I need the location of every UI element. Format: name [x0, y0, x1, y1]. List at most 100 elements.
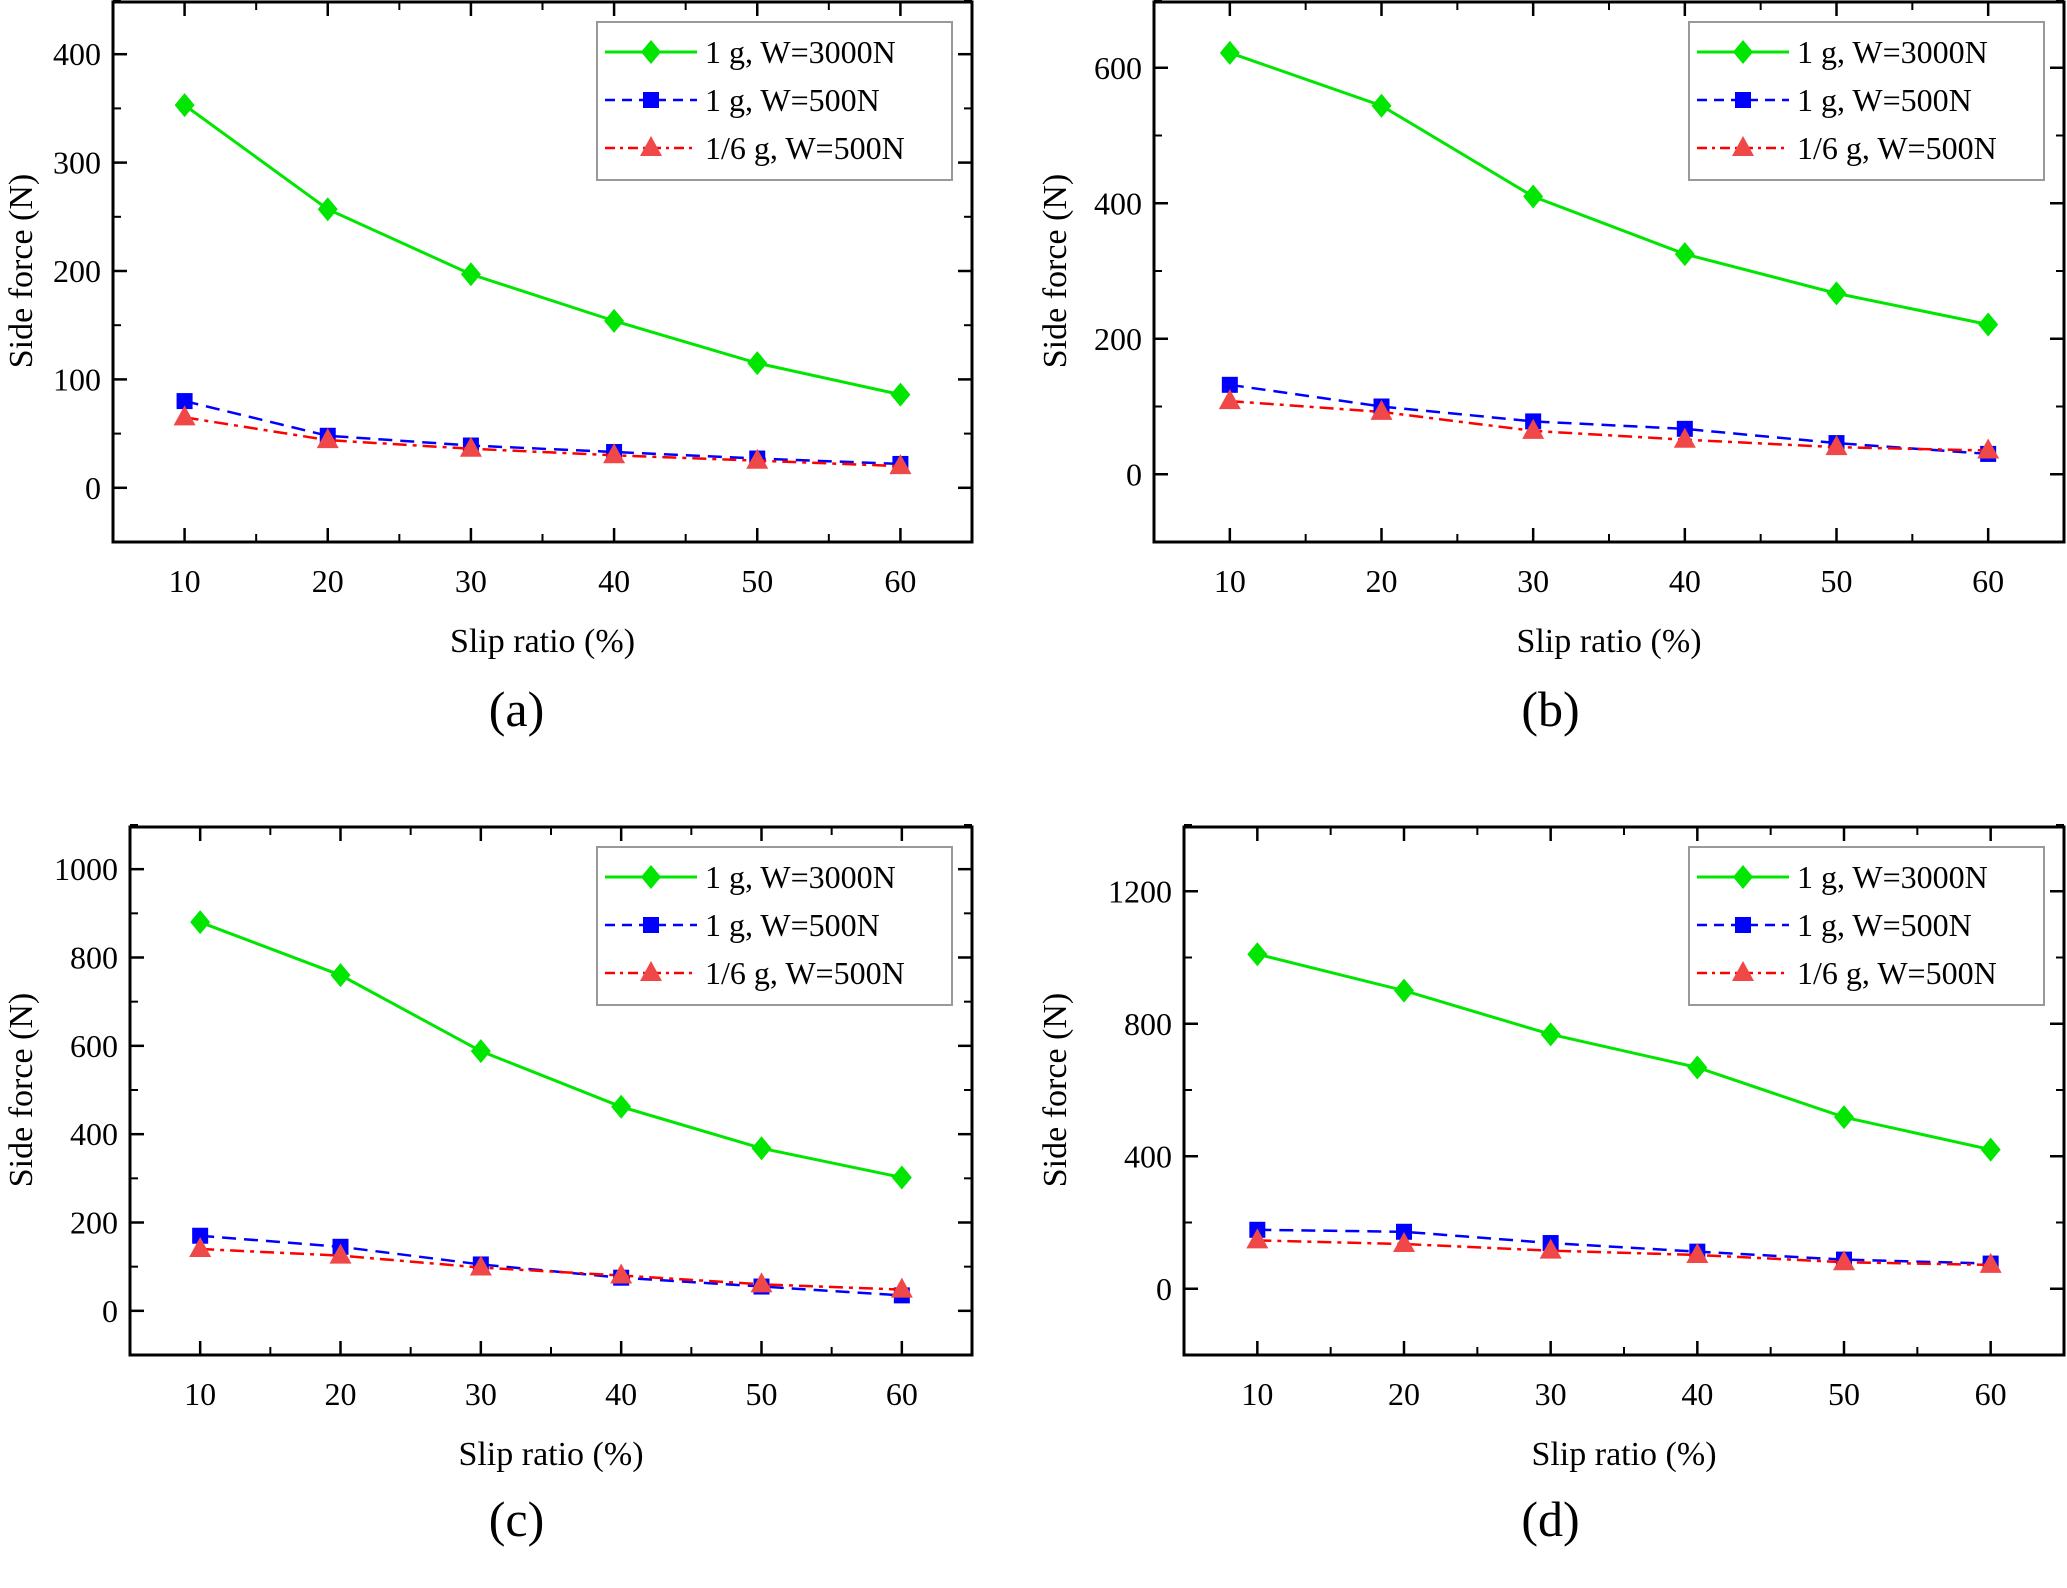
data-point-b-2: [1977, 438, 2000, 459]
data-point-b-2: [1825, 435, 1848, 456]
y-tick-label-d: 400: [1124, 1138, 1172, 1174]
legend-label-d-1: 1 g, W=500N: [1797, 907, 1972, 943]
x-tick-label-b: 40: [1669, 563, 1701, 599]
data-point-d-2: [1833, 1250, 1855, 1271]
x-tick-label-c: 40: [605, 1376, 637, 1412]
y-tick-label-a: 100: [53, 361, 101, 397]
legend-label-a-2: 1/6 g, W=500N: [705, 130, 905, 166]
data-point-b-0: [1523, 184, 1544, 209]
y-axis-label-d: Side force (N): [1037, 993, 1074, 1187]
chart-panel-a: 10 20 30 40 50 60 0 100 200 300 400 Slip ratio (%) S…: [0, 0, 1033, 778]
y-tick-label-a: 200: [53, 253, 101, 289]
x-tick-label-a: 20: [312, 563, 344, 599]
series-line-a-1: [184, 399, 901, 466]
data-point-a-2: [459, 436, 482, 457]
data-point-d-0: [1687, 1055, 1708, 1080]
data-point-a-1: [176, 393, 193, 410]
data-point-b-2: [1218, 389, 1241, 410]
data-point-b-0: [1219, 40, 1240, 65]
series-line-a-2: [184, 416, 901, 468]
y-tick-label-d: 1200: [1108, 873, 1172, 909]
x-axis-label-a: Slip ratio (%): [450, 623, 635, 660]
data-point-a-0: [890, 382, 911, 407]
y-tick-label-c: 200: [70, 1205, 118, 1241]
series-line-b-2: [1229, 399, 1989, 452]
panel-caption-b: (b): [1521, 681, 1580, 737]
data-point-c-2: [610, 1263, 633, 1284]
data-point-a-2: [316, 428, 339, 449]
legend-label-b-1: 1 g, W=500N: [1797, 82, 1972, 118]
y-tick-label-c: 1000: [54, 851, 118, 887]
data-point-a-0: [174, 93, 195, 118]
legend-label-c-1: 1 g, W=500N: [705, 907, 880, 943]
x-tick-label-a: 60: [884, 563, 916, 599]
data-point-a-0: [747, 351, 768, 376]
x-tick-label-d: 60: [1975, 1376, 2007, 1412]
x-tick-label-a: 10: [169, 563, 201, 599]
legend-marker-d-0: [1733, 865, 1753, 889]
data-point-a-2: [173, 405, 196, 426]
x-tick-label-d: 50: [1828, 1376, 1860, 1412]
data-point-d-0: [1834, 1105, 1854, 1130]
data-point-b-2: [1673, 427, 1696, 448]
data-point-c-0: [751, 1136, 772, 1161]
legend-marker-b-2: [1732, 136, 1754, 156]
data-point-d-0: [1540, 1022, 1561, 1047]
panel-caption-d: (d): [1521, 1491, 1580, 1547]
legend-marker-c-1: [643, 917, 659, 933]
legend-label-a-1: 1 g, W=500N: [705, 82, 880, 118]
legend-label-d-2: 1/6 g, W=500N: [1797, 955, 1997, 991]
series-line-c-2: [200, 1247, 902, 1291]
x-tick-label-c: 30: [465, 1376, 497, 1412]
y-axis-label-b: Side force (N): [1037, 174, 1074, 368]
data-point-d-2: [1979, 1252, 2002, 1273]
legend-label-b-2: 1/6 g, W=500N: [1797, 130, 1997, 166]
data-point-c-2: [189, 1237, 212, 1257]
x-tick-label-b: 30: [1517, 563, 1549, 599]
y-tick-label-c: 600: [70, 1028, 118, 1064]
x-tick-label-c: 10: [184, 1376, 216, 1412]
x-tick-label-b: 20: [1366, 563, 1398, 599]
x-tick-label-b: 50: [1821, 563, 1853, 599]
legend-label-c-0: 1 g, W=3000N: [705, 859, 896, 895]
legend-marker-a-2: [640, 136, 662, 156]
data-point-a-2: [889, 454, 912, 475]
y-tick-label-b: 0: [1126, 456, 1142, 492]
data-point-b-0: [1978, 312, 1999, 337]
data-point-d-2: [1539, 1238, 1562, 1259]
series-line-b-1: [1229, 383, 1989, 456]
data-point-d-2: [1246, 1228, 1269, 1249]
x-tick-label-d: 20: [1388, 1376, 1420, 1412]
data-point-c-0: [611, 1094, 632, 1119]
x-axis-label-b: Slip ratio (%): [1516, 623, 1701, 660]
panel-caption-a: (a): [488, 681, 545, 737]
x-tick-label-c: 60: [886, 1376, 918, 1412]
data-point-d-0: [1980, 1137, 2001, 1162]
x-tick-label-a: 40: [598, 563, 630, 599]
chart-d-svg: 10 20 30 40 50 60 0 400 800 1200 Slip ratio (%) Sid…: [1037, 824, 2066, 1473]
data-point-c-0: [891, 1165, 912, 1190]
data-point-b-2: [1522, 418, 1545, 439]
series-line-d-1: [1257, 1228, 1991, 1265]
chart-panel-b: 10 20 30 40 50 60 0 200 400 600 Slip ratio (%) Side…: [1034, 0, 2067, 778]
y-tick-label-b: 400: [1094, 185, 1142, 221]
data-point-c-2: [469, 1255, 492, 1276]
data-point-c-2: [890, 1277, 913, 1298]
data-point-c-0: [190, 910, 211, 935]
y-tick-label-d: 800: [1124, 1006, 1172, 1042]
data-point-b-0: [1674, 242, 1695, 267]
data-point-c-0: [470, 1039, 491, 1064]
x-tick-label-a: 50: [741, 563, 773, 599]
x-tick-label-d: 30: [1535, 1376, 1567, 1412]
x-axis-label-c: Slip ratio (%): [458, 1436, 643, 1473]
series-line-d-2: [1257, 1239, 1991, 1267]
legend-marker-a-0: [641, 40, 661, 64]
data-point-d-2: [1393, 1232, 1415, 1253]
legend-marker-c-2: [640, 961, 662, 981]
data-point-b-2: [1370, 399, 1393, 420]
legend-marker-d-1: [1735, 917, 1751, 933]
y-tick-label-c: 0: [102, 1293, 118, 1329]
data-point-c-2: [750, 1272, 773, 1293]
